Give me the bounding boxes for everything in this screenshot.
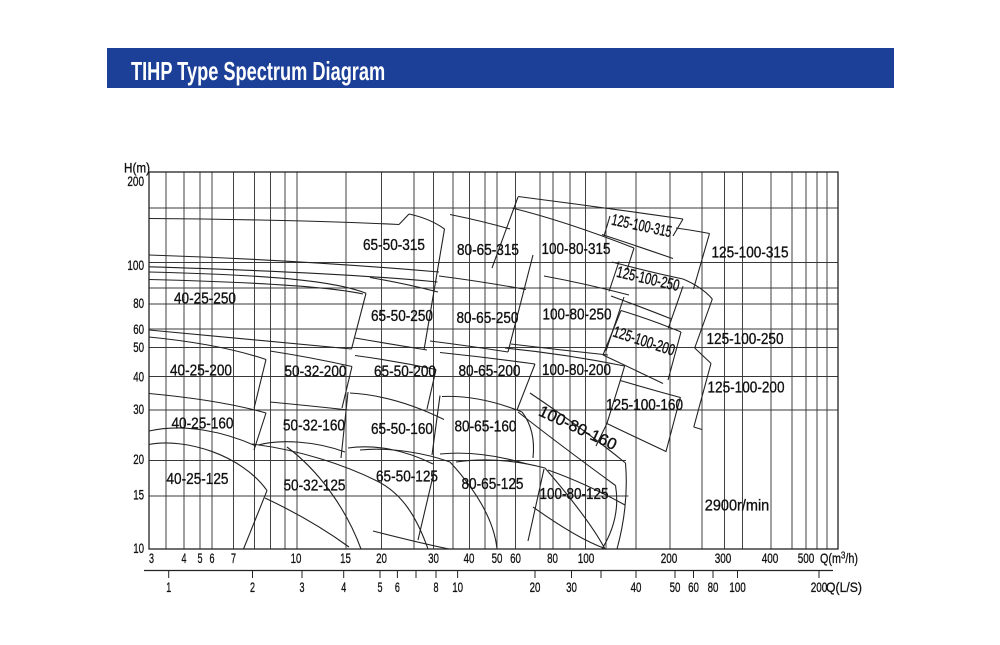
svg-text:50: 50: [133, 339, 144, 355]
svg-text:Q(L/S): Q(L/S): [826, 579, 862, 595]
svg-text:125-100-200: 125-100-200: [708, 380, 785, 397]
svg-text:80: 80: [708, 579, 719, 595]
svg-text:8: 8: [434, 579, 439, 595]
svg-text:10: 10: [452, 579, 463, 595]
svg-text:80: 80: [133, 295, 144, 311]
svg-text:200: 200: [127, 173, 144, 189]
svg-text:30: 30: [428, 550, 439, 566]
svg-text:40-25-200: 40-25-200: [170, 362, 232, 379]
svg-text:100-80-125: 100-80-125: [540, 486, 609, 503]
svg-text:125-100-250: 125-100-250: [707, 331, 784, 348]
svg-text:65-50-315: 65-50-315: [363, 237, 425, 254]
svg-text:20: 20: [530, 579, 541, 595]
svg-text:10: 10: [133, 540, 144, 556]
svg-text:6: 6: [210, 550, 215, 566]
svg-text:50-32-125: 50-32-125: [284, 477, 346, 494]
svg-text:5: 5: [378, 579, 383, 595]
svg-text:500: 500: [798, 550, 815, 566]
svg-text:80-65-160: 80-65-160: [455, 418, 517, 435]
svg-text:200: 200: [811, 579, 828, 595]
svg-text:200: 200: [661, 550, 678, 566]
svg-text:65-50-125: 65-50-125: [376, 468, 438, 485]
svg-text:65-50-160: 65-50-160: [371, 421, 433, 438]
svg-text:1: 1: [166, 579, 171, 595]
svg-text:20: 20: [133, 451, 144, 467]
svg-text:40: 40: [464, 550, 475, 566]
svg-text:100-80-250: 100-80-250: [543, 306, 612, 323]
svg-text:80: 80: [547, 550, 558, 566]
svg-text:50-32-200: 50-32-200: [285, 363, 347, 380]
svg-text:4: 4: [182, 550, 187, 566]
svg-text:80-65-250: 80-65-250: [457, 310, 519, 327]
svg-text:30: 30: [133, 401, 144, 417]
svg-text:15: 15: [133, 487, 144, 503]
svg-text:80-65-315: 80-65-315: [457, 242, 519, 259]
svg-text:5: 5: [198, 550, 203, 566]
svg-text:4: 4: [341, 579, 346, 595]
svg-text:40-25-125: 40-25-125: [167, 471, 229, 488]
svg-text:Q(m3/h): Q(m3/h): [820, 550, 858, 567]
svg-text:50: 50: [670, 579, 681, 595]
svg-text:H(m): H(m): [124, 160, 150, 176]
svg-text:40: 40: [133, 369, 144, 385]
svg-text:100: 100: [578, 550, 595, 566]
svg-text:30: 30: [566, 579, 577, 595]
svg-text:50-32-160: 50-32-160: [283, 417, 345, 434]
svg-text:125-100-160: 125-100-160: [606, 397, 683, 414]
svg-text:7: 7: [231, 550, 236, 566]
svg-text:3: 3: [300, 579, 305, 595]
svg-text:100-80-200: 100-80-200: [542, 362, 611, 379]
svg-text:65-50-250: 65-50-250: [371, 308, 433, 325]
svg-text:125-100-315: 125-100-315: [712, 244, 789, 261]
svg-text:2900r/min: 2900r/min: [705, 498, 770, 515]
svg-text:60: 60: [688, 579, 699, 595]
svg-text:3: 3: [149, 550, 154, 566]
svg-text:300: 300: [715, 550, 732, 566]
svg-text:100: 100: [729, 579, 746, 595]
svg-text:125-100-250: 125-100-250: [615, 264, 681, 295]
svg-text:10: 10: [291, 550, 302, 566]
svg-text:65-50-200: 65-50-200: [374, 363, 436, 380]
svg-text:80-65-200: 80-65-200: [459, 363, 521, 380]
svg-text:100-80-315: 100-80-315: [542, 241, 611, 258]
svg-text:40-25-160: 40-25-160: [172, 415, 234, 432]
svg-text:40: 40: [631, 579, 642, 595]
svg-text:400: 400: [762, 550, 779, 566]
svg-text:15: 15: [340, 550, 351, 566]
svg-text:50: 50: [492, 550, 503, 566]
svg-text:60: 60: [133, 321, 144, 337]
svg-text:100: 100: [127, 257, 144, 273]
svg-text:20: 20: [376, 550, 387, 566]
svg-text:40-25-250: 40-25-250: [174, 290, 236, 307]
svg-text:80-65-125: 80-65-125: [462, 476, 524, 493]
svg-text:6: 6: [395, 579, 400, 595]
svg-text:2: 2: [250, 579, 255, 595]
svg-text:60: 60: [510, 550, 521, 566]
